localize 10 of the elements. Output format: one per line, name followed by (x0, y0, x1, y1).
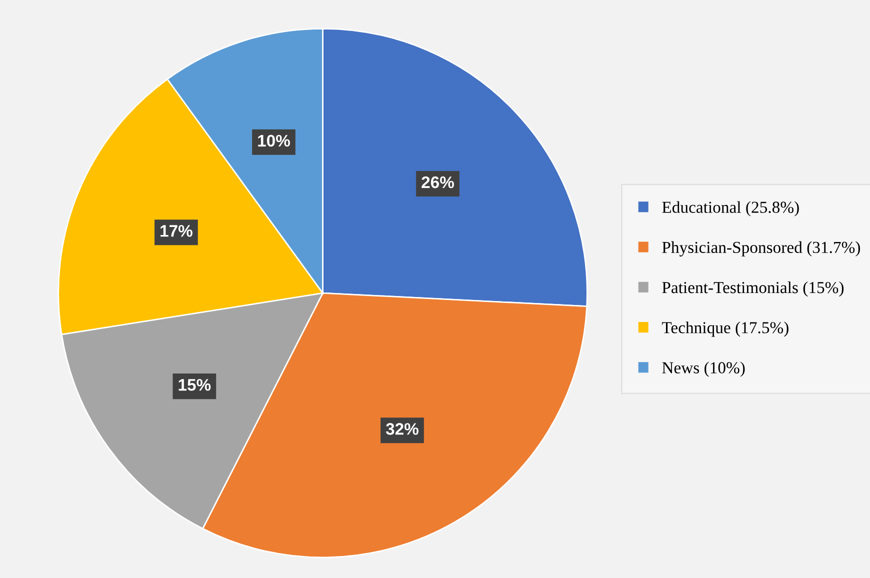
data-label: 26% (422, 176, 454, 188)
data-label: 15% (178, 379, 211, 391)
data-label: 17% (160, 225, 192, 237)
data-label: 32% (386, 423, 418, 435)
legend-label: Educational (25.8%) (662, 201, 799, 216)
legend-label: News (10%) (662, 362, 745, 377)
legend-label: Patient-Testimonials (15%) (662, 281, 844, 297)
legend-label: Technique (17.5%) (662, 322, 788, 337)
legend-label: Physician-Sponsored (31.7%) (662, 241, 860, 256)
data-label: 10% (258, 134, 290, 147)
